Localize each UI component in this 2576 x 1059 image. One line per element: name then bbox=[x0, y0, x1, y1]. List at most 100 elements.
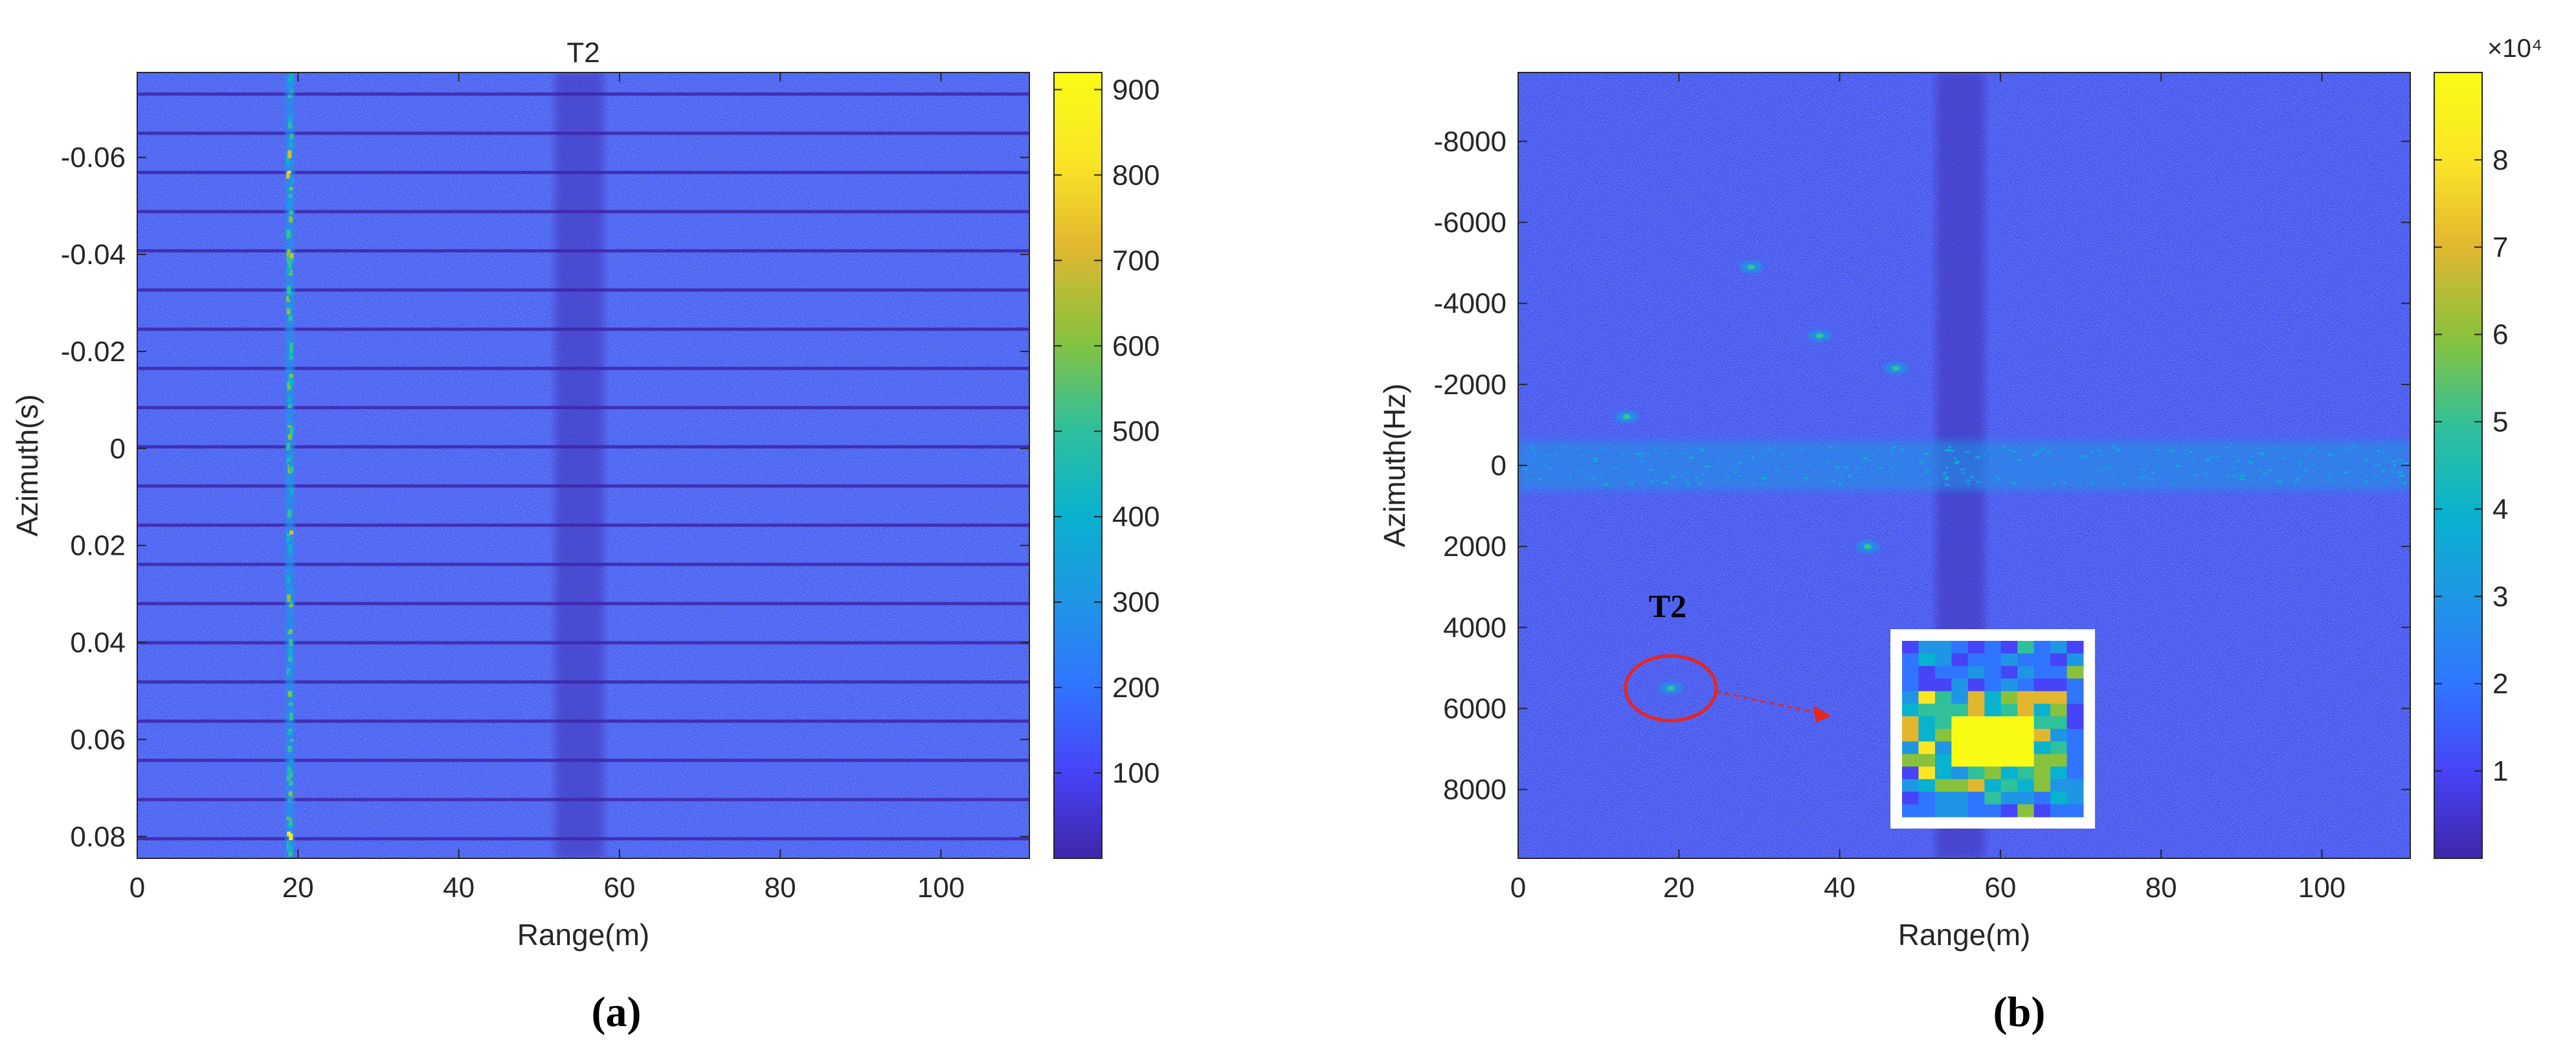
band-pixel-b bbox=[1593, 477, 1596, 480]
inset-cell bbox=[1951, 804, 1969, 818]
band-pixel-b bbox=[2142, 468, 2147, 471]
colorbar-tick-label-a: 100 bbox=[1112, 757, 1159, 789]
inset-cell bbox=[2066, 741, 2084, 755]
band-pixel-b bbox=[1927, 454, 1931, 457]
band-pixel-b bbox=[2204, 458, 2210, 461]
band-pixel-b bbox=[1848, 474, 1852, 476]
band-pixel-b bbox=[1767, 447, 1773, 450]
bright-line-pixel-a bbox=[286, 813, 291, 818]
band-pixel-b bbox=[1889, 474, 1893, 476]
band-pixel-b bbox=[1828, 447, 1832, 449]
axes-b-ticks: 0 20 40 60 80 100 -8000 -6000 -4000 -2000 0 2000 400… bbox=[1433, 72, 2410, 904]
bright-line-pixel-a bbox=[287, 796, 292, 801]
inset-cell bbox=[2033, 641, 2051, 654]
colorbar-b bbox=[2434, 72, 2483, 859]
band-pixel-b bbox=[1642, 452, 1645, 454]
panel-label-a: (a) bbox=[592, 988, 642, 1036]
band-pixel-b bbox=[1599, 474, 1604, 477]
ytick-label-a: -0.06 bbox=[61, 142, 126, 173]
inset-cell bbox=[2066, 792, 2084, 805]
bright-line-pixel-a bbox=[287, 370, 291, 374]
band-pixel-b bbox=[1948, 446, 1951, 449]
inset-cell bbox=[1918, 792, 1936, 805]
band-pixel-b bbox=[1776, 470, 1781, 473]
band-pixel-b bbox=[1824, 461, 1829, 463]
xtick-label-a: 0 bbox=[129, 872, 145, 904]
bright-line-pixel-a bbox=[289, 377, 294, 386]
band-pixel-b bbox=[2168, 458, 2173, 460]
inset-cell bbox=[1934, 804, 1952, 818]
bright-line-pixel-a bbox=[288, 656, 293, 662]
inset-cell bbox=[1902, 753, 1919, 767]
band-pixel-b bbox=[2002, 447, 2005, 449]
ytick-label-a: 0.06 bbox=[70, 724, 126, 755]
inset-cell bbox=[1967, 792, 1985, 805]
axes-a-box bbox=[137, 72, 1030, 859]
band-pixel-b bbox=[1962, 472, 1965, 474]
band-pixel-b bbox=[2097, 449, 2101, 452]
bright-line-pixel-a bbox=[287, 691, 292, 697]
band-pixel-b bbox=[1646, 454, 1651, 456]
band-pixel-b bbox=[1666, 463, 1670, 465]
ytick-label-b: -6000 bbox=[1433, 207, 1506, 239]
band-pixel-b bbox=[1650, 482, 1653, 484]
inset-cell bbox=[2066, 779, 2084, 792]
band-pixel-b bbox=[1522, 465, 1526, 468]
band-pixel-b bbox=[2028, 467, 2031, 470]
band-pixel-b bbox=[2282, 457, 2285, 460]
dark-horizontal-line-a bbox=[137, 797, 1029, 801]
band-pixel-b bbox=[1944, 484, 1951, 486]
bright-line-pixel-a bbox=[287, 509, 292, 518]
band-pixel-b bbox=[2259, 469, 2262, 472]
band-pixel-b bbox=[1942, 474, 1946, 476]
band-pixel-b bbox=[1546, 454, 1552, 457]
band-pixel-b bbox=[2303, 451, 2307, 453]
band-pixel-b bbox=[1878, 467, 1882, 469]
band-pixel-b bbox=[2259, 452, 2265, 454]
inset-cell bbox=[1951, 653, 1969, 667]
band-pixel-b bbox=[1727, 476, 1729, 479]
inset-cell bbox=[1984, 766, 2002, 780]
inset-cell bbox=[2000, 641, 2018, 654]
band-pixel-b bbox=[1732, 463, 1734, 466]
ytick-label-a: 0.08 bbox=[70, 821, 126, 853]
band-pixel-b bbox=[1680, 452, 1685, 455]
inset-cell bbox=[2050, 792, 2068, 805]
band-pixel-b bbox=[2204, 474, 2208, 476]
colorbar-tick-label-a: 600 bbox=[1112, 330, 1159, 362]
band-pixel-b bbox=[1835, 466, 1839, 469]
inset-cell bbox=[2017, 691, 2035, 704]
inset-cell bbox=[2033, 653, 2051, 667]
ytick-label-a: 0.04 bbox=[70, 627, 126, 659]
band-pixel-b bbox=[1641, 456, 1646, 458]
bright-line-pixel-a bbox=[288, 194, 293, 203]
band-pixel-b bbox=[2377, 450, 2381, 452]
dark-horizontal-line-a bbox=[137, 837, 1029, 841]
band-pixel-b bbox=[2382, 452, 2387, 454]
band-pixel-b bbox=[1804, 477, 1809, 480]
t2-annotation-circle bbox=[1624, 654, 1718, 722]
xtick-label-b: 80 bbox=[2145, 872, 2177, 904]
band-pixel-b bbox=[2239, 478, 2245, 480]
dark-horizontal-line-a bbox=[137, 563, 1029, 566]
band-pixel-b bbox=[2263, 473, 2267, 475]
bright-line-pixel-a bbox=[288, 728, 293, 732]
band-pixel-b bbox=[1524, 475, 1530, 478]
inset-cell bbox=[2017, 716, 2035, 730]
band-pixel-b bbox=[2111, 446, 2116, 449]
bright-line-pixel-a bbox=[287, 594, 291, 603]
inset-cell bbox=[1918, 729, 1936, 742]
ytick-label-b: 8000 bbox=[1443, 774, 1506, 806]
dark-horizontal-line-a bbox=[137, 131, 1029, 135]
band-pixel-b bbox=[1761, 452, 1767, 455]
inset-cell bbox=[1984, 729, 2002, 742]
t2-zoom-inset bbox=[1890, 629, 2095, 829]
point-target-b bbox=[1747, 264, 1756, 270]
inset-cell bbox=[1984, 716, 2002, 730]
point-target-b bbox=[1892, 365, 1900, 371]
ytick-label-b: 2000 bbox=[1443, 531, 1506, 563]
colorbar-tick-label-a: 200 bbox=[1112, 672, 1159, 704]
inset-cell bbox=[1967, 665, 1985, 679]
band-pixel-b bbox=[2032, 453, 2038, 456]
band-pixel-b bbox=[1862, 457, 1868, 460]
